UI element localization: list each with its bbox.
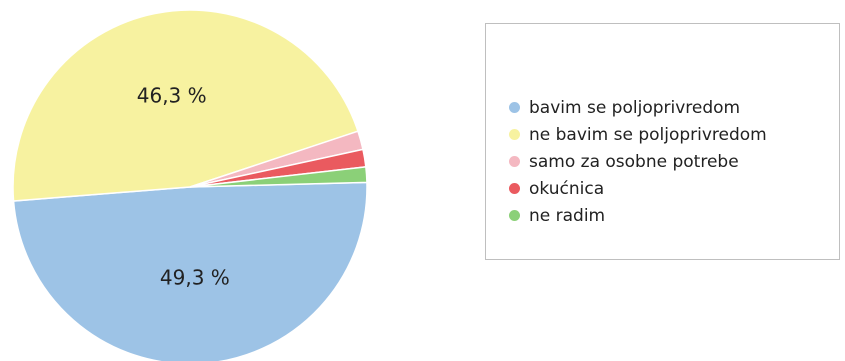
pie-data-labels: 49,3 % 46,3 % [137, 83, 230, 289]
legend-swatch-icon [509, 129, 520, 140]
legend-item-ne-bavim-se-poljoprivredom: ne bavim se poljoprivredom [509, 121, 767, 148]
pie-slices [12, 9, 368, 361]
legend: bavim se poljoprivredom ne bavim se poljo… [485, 23, 840, 260]
legend-swatch-icon [509, 102, 520, 113]
legend-label: ne radim [529, 205, 606, 226]
legend-swatch-icon [509, 183, 520, 194]
legend-label: okućnica [529, 178, 605, 199]
legend-label: samo za osobne potrebe [529, 151, 739, 172]
pie-slice-bavim-se-poljoprivredom [12, 181, 368, 361]
pie-chart: 49,3 % 46,3 % [12, 9, 368, 361]
legend-item-bavim-se-poljoprivredom: bavim se poljoprivredom [509, 94, 767, 121]
legend-list: bavim se poljoprivredom ne bavim se poljo… [509, 94, 767, 229]
data-label-ne-bavim-se-poljoprivredom: 46,3 % [137, 83, 207, 107]
legend-swatch-icon [509, 156, 520, 167]
legend-item-ne-radim: ne radim [509, 202, 767, 229]
pie-slice-ne-radim [189, 166, 368, 188]
pie-slice-ne-bavim-se-poljoprivredom [12, 9, 359, 202]
legend-label: ne bavim se poljoprivredom [529, 124, 767, 145]
legend-swatch-icon [509, 210, 520, 221]
legend-item-samo-za-osobne-potrebe: samo za osobne potrebe [509, 148, 767, 175]
legend-label: bavim se poljoprivredom [529, 97, 741, 118]
data-label-bavim-se-poljoprivredom: 49,3 % [160, 265, 230, 289]
legend-item-okucnica: okućnica [509, 175, 767, 202]
